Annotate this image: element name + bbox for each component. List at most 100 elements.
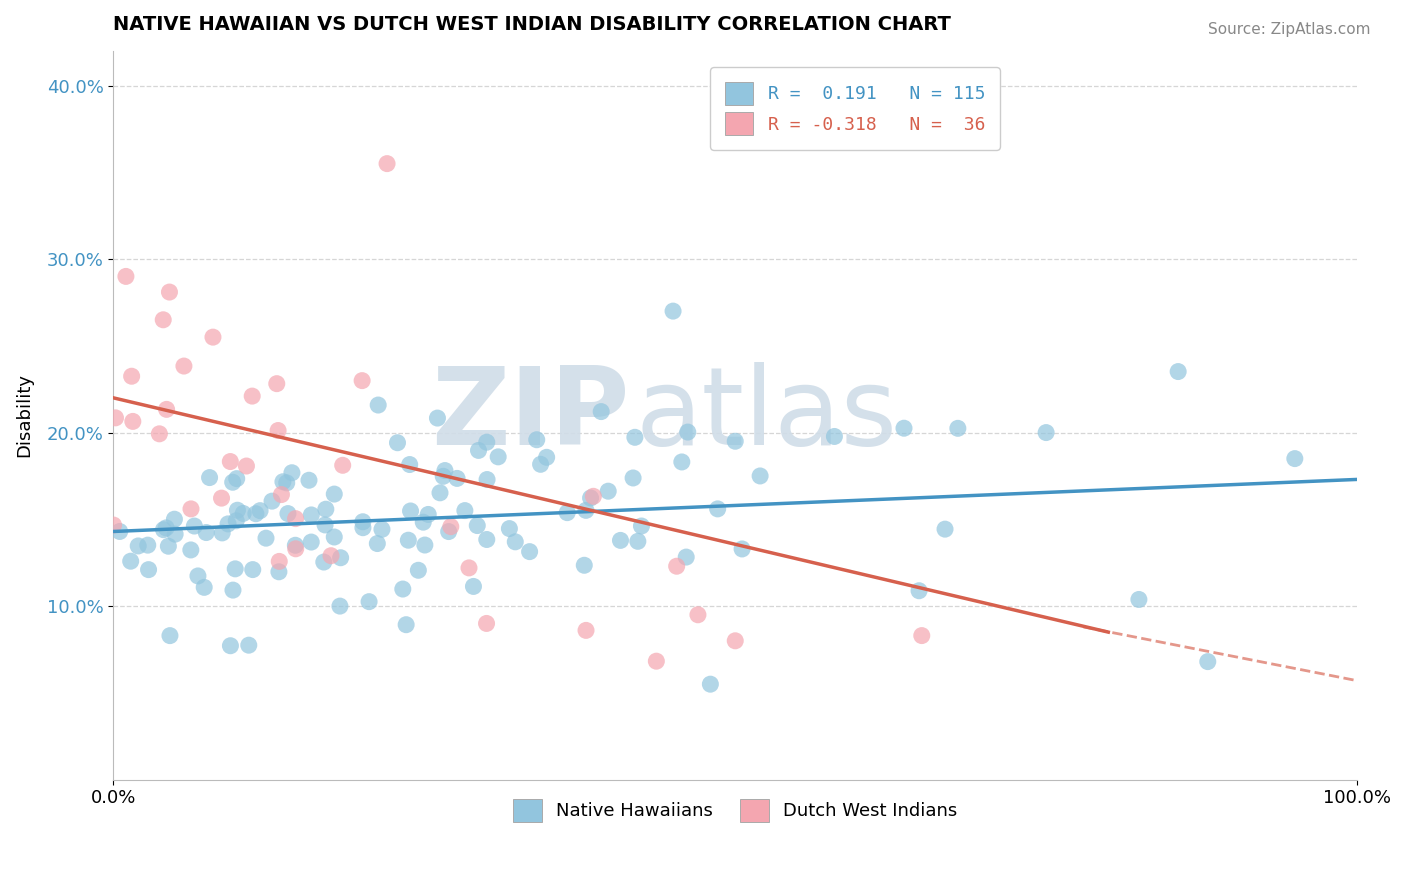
Point [180, 502, 202, 516]
Point [115, 269, 138, 284]
Point [579, 491, 602, 505]
Text: NATIVE HAWAIIAN VS DUTCH WEST INDIAN DISABILITY CORRELATION CHART: NATIVE HAWAIIAN VS DUTCH WEST INDIAN DIS… [114, 15, 952, 34]
Point [412, 515, 434, 529]
Point [367, 398, 389, 412]
Point [148, 426, 170, 441]
Point [432, 469, 454, 483]
Point [352, 521, 374, 535]
Point [299, 535, 322, 549]
Point [121, 414, 143, 428]
Point [396, 533, 419, 548]
Point [352, 515, 374, 529]
Point [271, 475, 294, 489]
Point [163, 512, 186, 526]
Point [429, 485, 451, 500]
Point [408, 563, 430, 577]
Point [315, 502, 337, 516]
Point [276, 475, 298, 490]
Point [254, 531, 277, 545]
Point [475, 616, 498, 631]
Point [195, 525, 218, 540]
Point [911, 629, 934, 643]
Point [426, 411, 449, 425]
Point [120, 554, 142, 568]
Point [413, 538, 436, 552]
Point [138, 563, 160, 577]
Point [823, 429, 845, 443]
Point [366, 536, 388, 550]
Point [731, 541, 754, 556]
Point [645, 654, 668, 668]
Point [267, 565, 290, 579]
Point [270, 487, 292, 501]
Point [1128, 592, 1150, 607]
Text: ZIP: ZIP [432, 362, 630, 468]
Point [152, 313, 174, 327]
Point [908, 583, 931, 598]
Point [454, 503, 477, 517]
Point [399, 504, 422, 518]
Point [676, 425, 699, 439]
Point [475, 473, 498, 487]
Point [498, 522, 520, 536]
Point [503, 534, 526, 549]
Point [298, 473, 321, 487]
Point [371, 522, 394, 536]
Point [486, 450, 509, 464]
Point [219, 639, 242, 653]
Point [329, 550, 352, 565]
Point [329, 599, 352, 613]
Point [433, 464, 456, 478]
Point [211, 491, 233, 505]
Point [665, 559, 688, 574]
Point [582, 489, 605, 503]
Point [724, 633, 747, 648]
Point [591, 404, 613, 418]
Point [352, 374, 374, 388]
Point [108, 524, 131, 539]
Point [526, 433, 548, 447]
Point [284, 538, 307, 552]
Point [555, 506, 578, 520]
Point [267, 424, 290, 438]
Point [706, 501, 728, 516]
Point [198, 470, 221, 484]
Point [323, 530, 346, 544]
Point [1035, 425, 1057, 440]
Point [686, 607, 709, 622]
Point [1284, 451, 1306, 466]
Point [219, 454, 242, 468]
Point [671, 455, 693, 469]
Point [157, 539, 180, 553]
Point [662, 304, 685, 318]
Point [187, 569, 209, 583]
Point [224, 562, 246, 576]
Point [375, 156, 398, 170]
Point [225, 514, 247, 528]
Point [180, 543, 202, 558]
Point [222, 475, 245, 490]
Point [609, 533, 631, 548]
Point [159, 629, 181, 643]
Point [627, 534, 650, 549]
Point [136, 538, 159, 552]
Point [675, 550, 697, 565]
Point [277, 507, 299, 521]
Point [222, 583, 245, 598]
Point [946, 421, 969, 435]
Point [242, 563, 264, 577]
Point [249, 503, 271, 517]
Point [332, 458, 354, 473]
Point [323, 487, 346, 501]
Text: atlas: atlas [636, 362, 898, 468]
Point [391, 582, 413, 596]
Point [159, 285, 181, 299]
Point [398, 458, 420, 472]
Point [574, 558, 596, 573]
Legend: Native Hawaiians, Dutch West Indians: Native Hawaiians, Dutch West Indians [498, 784, 972, 836]
Point [155, 402, 177, 417]
Point [699, 677, 721, 691]
Point [193, 580, 215, 594]
Point [281, 466, 304, 480]
Point [575, 624, 598, 638]
